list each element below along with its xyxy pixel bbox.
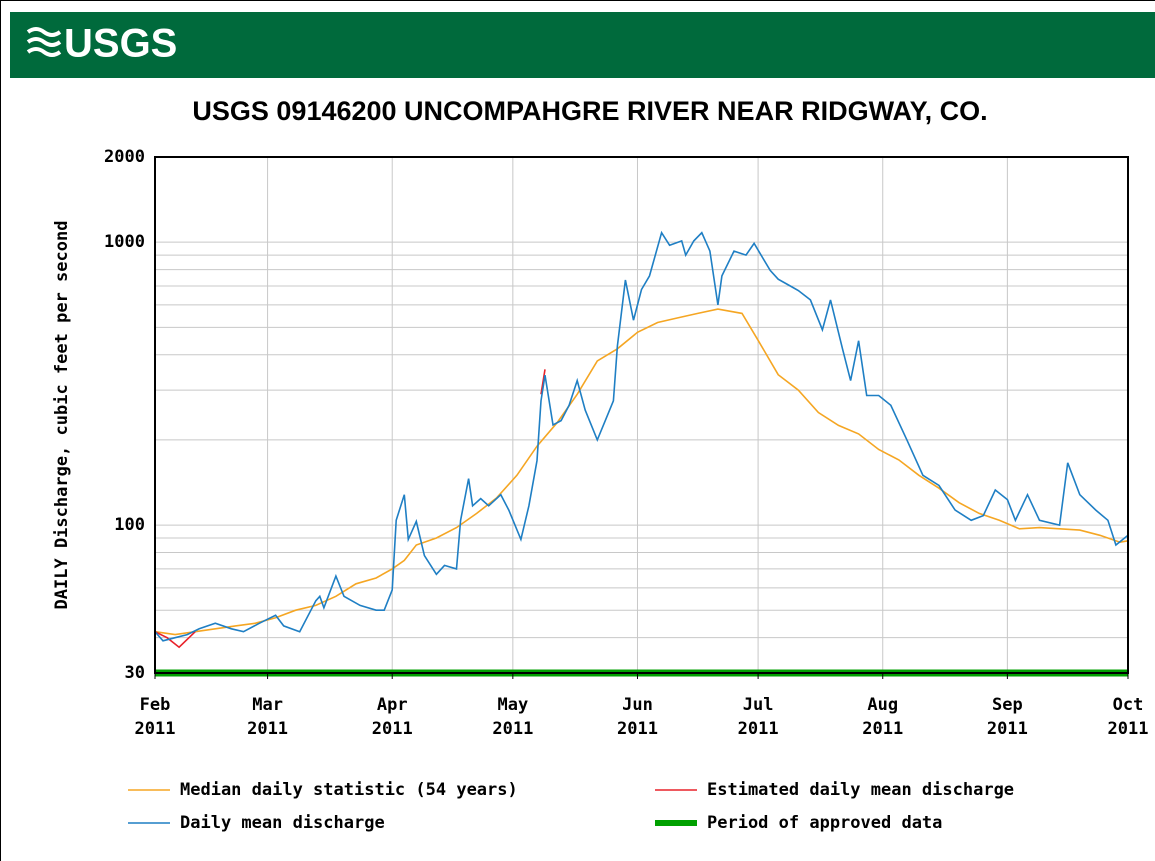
x-tick-label: Feb (140, 695, 171, 715)
y-tick-label: 1000 (104, 232, 145, 252)
x-tick-label: Sep (992, 695, 1023, 715)
x-tick-label: Oct (1113, 695, 1144, 715)
legend-label: Median daily statistic (54 years) (180, 780, 518, 800)
x-tick-label: 2011 (247, 719, 288, 739)
logo-waves (26, 27, 62, 57)
x-tick-label: Aug (867, 695, 898, 715)
header-bar (10, 12, 1155, 78)
series-line (154, 369, 546, 649)
x-tick-label: 2011 (738, 719, 779, 739)
x-tick-label: 2011 (492, 719, 533, 739)
legend-label: Period of approved data (707, 813, 942, 833)
x-tick-label: 2011 (372, 719, 413, 739)
x-tick-label: 2011 (987, 719, 1028, 739)
legend-label: Estimated daily mean discharge (707, 780, 1014, 800)
y-axis-label: DAILY Discharge, cubic feet per second (52, 221, 72, 610)
x-tick-label: 2011 (135, 719, 176, 739)
x-tick-label: 2011 (1108, 719, 1149, 739)
series-line (154, 230, 1129, 642)
x-tick-label: May (497, 695, 528, 715)
x-tick-label: Jun (622, 695, 653, 715)
plot-frame (154, 156, 1129, 674)
legend-label: Daily mean discharge (180, 813, 385, 833)
x-tick-label: Apr (377, 695, 408, 715)
y-tick-label: 30 (125, 663, 145, 683)
logo: USGS (64, 22, 177, 66)
x-tick-label: Mar (252, 695, 283, 715)
y-tick-label: 2000 (104, 147, 145, 167)
x-tick-label: Jul (743, 695, 774, 715)
chart-title: USGS 09146200 UNCOMPAHGRE RIVER NEAR RID… (192, 96, 987, 126)
x-tick-label: 2011 (862, 719, 903, 739)
x-tick-label: 2011 (617, 719, 658, 739)
y-tick-label: 100 (114, 515, 145, 535)
